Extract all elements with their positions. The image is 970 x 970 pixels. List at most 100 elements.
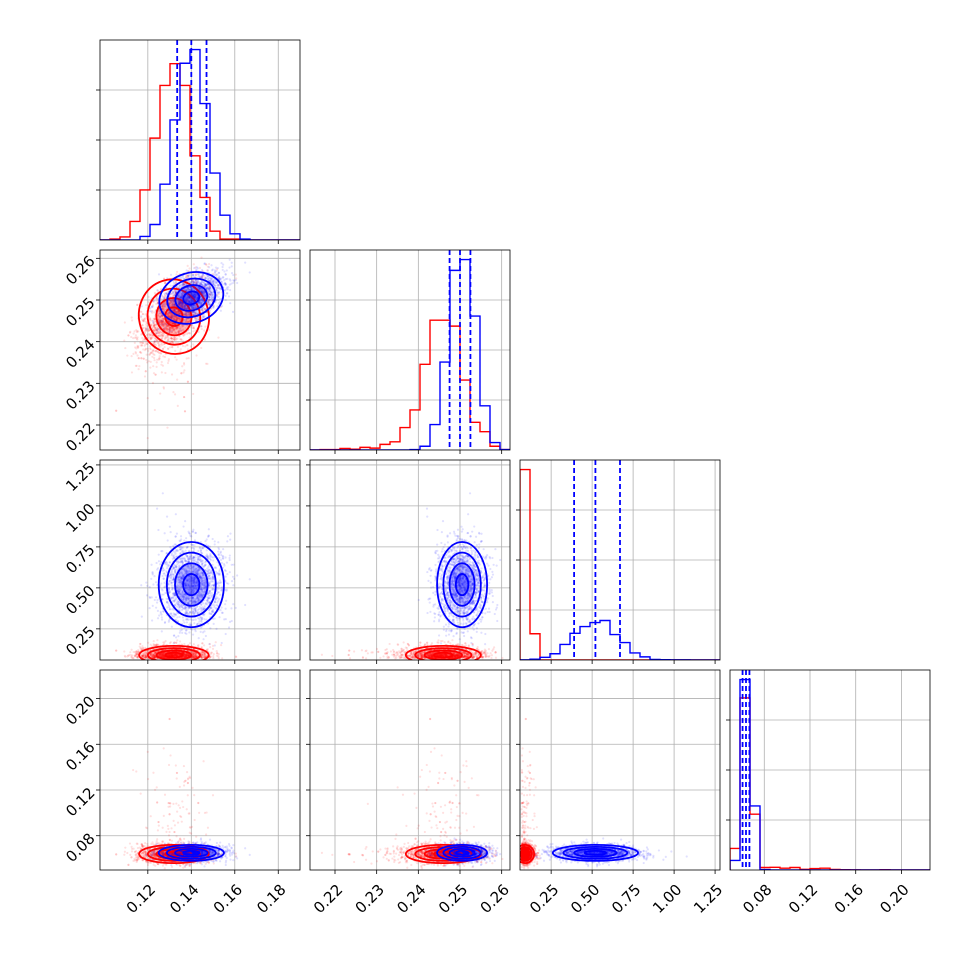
- scatter-point: [162, 317, 165, 320]
- scatter-point: [208, 285, 212, 289]
- scatter-point: [177, 299, 180, 303]
- scatter-point: [169, 314, 172, 317]
- scatter-point: [139, 351, 142, 354]
- scatter-point: [170, 316, 173, 319]
- scatter-point: [149, 336, 153, 339]
- scatter-point: [196, 267, 199, 270]
- scatter-point: [155, 361, 158, 364]
- scatter-point: [161, 335, 164, 338]
- scatter-point: [164, 334, 167, 338]
- scatter-point: [167, 328, 171, 331]
- scatter-point: [151, 305, 154, 308]
- scatter-point: [170, 300, 173, 303]
- scatter-point: [200, 290, 204, 293]
- scatter-point: [208, 286, 211, 289]
- scatter-point: [184, 297, 187, 300]
- scatter-point: [212, 281, 215, 285]
- scatter-point: [156, 350, 159, 353]
- scatter-point: [163, 323, 166, 326]
- scatter-point: [187, 300, 190, 303]
- scatter-point: [180, 325, 183, 328]
- scatter-point: [187, 300, 191, 303]
- scatter-point: [146, 396, 149, 400]
- scatter-point: [130, 316, 133, 319]
- scatter-point: [188, 300, 191, 303]
- scatter-point: [158, 357, 161, 360]
- scatter-point: [178, 318, 181, 321]
- scatter-point: [180, 292, 184, 296]
- scatter-point: [177, 310, 180, 314]
- scatter-point: [188, 299, 191, 303]
- scatter-point: [140, 344, 144, 347]
- scatter-point: [168, 328, 171, 331]
- scatter-point: [208, 285, 211, 288]
- scatter-point: [174, 356, 177, 359]
- scatter-point: [217, 276, 221, 280]
- scatter-point: [151, 304, 155, 307]
- scatter-point: [168, 327, 171, 330]
- scatter-point: [200, 298, 203, 302]
- scatter-point: [188, 299, 191, 302]
- scatter-point: [179, 317, 182, 320]
- scatter-point: [198, 286, 201, 290]
- scatter-point: [172, 322, 175, 325]
- scatter-point: [192, 281, 195, 284]
- scatter-point: [200, 298, 204, 302]
- scatter-point: [193, 293, 197, 296]
- scatter-point: [228, 266, 231, 269]
- scatter-point: [133, 330, 136, 333]
- scatter-point: [215, 298, 218, 301]
- scatter-point: [199, 290, 202, 293]
- scatter-point: [160, 313, 163, 316]
- scatter-point: [194, 274, 197, 277]
- scatter-point: [189, 305, 193, 308]
- scatter-point: [178, 296, 181, 299]
- scatter-point: [198, 287, 202, 290]
- scatter-point: [188, 296, 191, 300]
- scatter-point: [153, 324, 156, 328]
- scatter-point: [146, 327, 149, 331]
- scatter-point: [206, 282, 209, 286]
- scatter-point: [171, 303, 174, 306]
- scatter-point: [177, 316, 180, 320]
- scatter-point: [169, 326, 172, 329]
- scatter-point: [195, 306, 198, 309]
- scatter-point: [195, 279, 198, 283]
- scatter-point: [186, 313, 190, 316]
- scatter-point: [181, 305, 184, 309]
- scatter-point: [211, 280, 214, 283]
- scatter-point: [115, 409, 118, 412]
- scatter-point: [136, 345, 139, 348]
- scatter-point: [175, 310, 178, 313]
- scatter-point: [190, 287, 193, 290]
- scatter-point: [236, 281, 239, 285]
- scatter-point: [211, 295, 214, 298]
- scatter-point: [154, 332, 158, 335]
- scatter-point: [170, 315, 173, 318]
- scatter-point: [178, 303, 181, 306]
- scatter-point: [164, 325, 168, 329]
- scatter-point: [168, 311, 171, 314]
- scatter-point: [161, 304, 164, 307]
- scatter-point: [212, 283, 215, 286]
- scatter-point: [181, 303, 185, 306]
- scatter-point: [172, 341, 175, 344]
- scatter-point: [200, 268, 204, 272]
- scatter-point: [161, 321, 164, 324]
- scatter-point: [161, 305, 164, 308]
- scatter-point: [170, 315, 174, 319]
- scatter-point: [158, 320, 161, 323]
- scatter-point: [184, 299, 187, 302]
- scatter-point: [185, 289, 188, 292]
- scatter-point: [209, 293, 212, 296]
- scatter-point: [187, 319, 191, 323]
- scatter-point: [208, 277, 211, 280]
- scatter-point: [162, 307, 165, 310]
- scatter-point: [183, 304, 186, 308]
- scatter-point: [156, 329, 159, 332]
- scatter-point: [166, 312, 169, 316]
- scatter-point: [191, 306, 194, 309]
- scatter-point: [209, 279, 213, 282]
- scatter-point: [228, 283, 231, 286]
- scatter-point: [173, 338, 176, 341]
